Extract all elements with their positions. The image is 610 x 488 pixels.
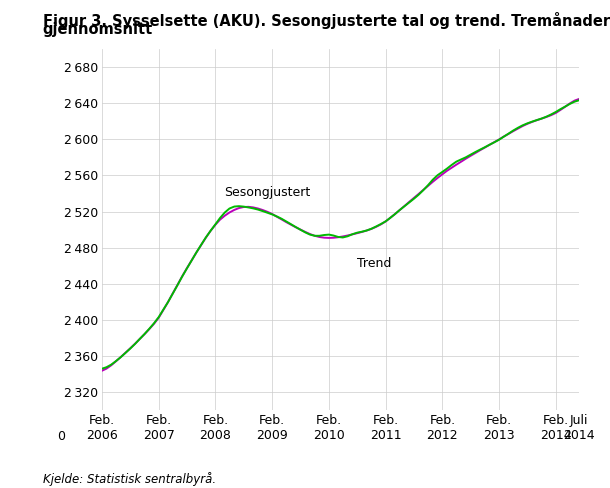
Text: Figur 3. Sysselsette (AKU). Sesongjusterte tal og trend. Tremånaders glidande: Figur 3. Sysselsette (AKU). Sesongjuster… (43, 12, 610, 29)
Text: Sesongjustert: Sesongjustert (224, 186, 310, 199)
Text: Trend: Trend (357, 257, 392, 270)
Text: gjennomsnitt: gjennomsnitt (43, 22, 153, 37)
Text: 0: 0 (57, 430, 65, 443)
Text: Kjelde: Statistisk sentralbyrå.: Kjelde: Statistisk sentralbyrå. (43, 471, 216, 486)
